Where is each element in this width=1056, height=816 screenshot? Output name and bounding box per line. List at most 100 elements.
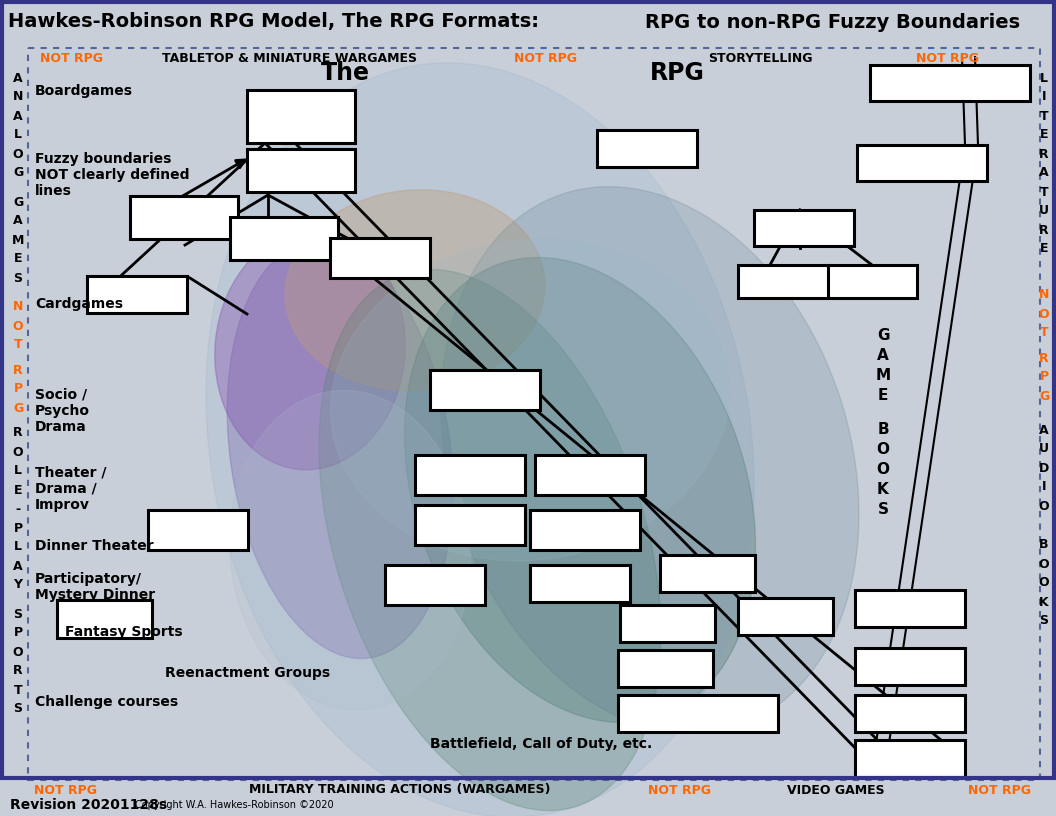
Text: Cardgames: Cardgames <box>35 297 122 311</box>
Text: O: O <box>13 645 23 659</box>
Bar <box>430 370 540 410</box>
Text: A: A <box>13 215 23 228</box>
Text: S: S <box>14 607 22 620</box>
Text: VIDEO GAMES: VIDEO GAMES <box>787 783 885 796</box>
Text: Fantasy Sports: Fantasy Sports <box>65 625 183 639</box>
Text: N: N <box>13 300 23 313</box>
Text: A: A <box>13 560 23 573</box>
Text: Improv: Improv <box>35 498 90 512</box>
Bar <box>855 648 965 685</box>
Text: E: E <box>878 388 888 402</box>
Text: B: B <box>878 423 889 437</box>
Text: Fuzzy boundaries: Fuzzy boundaries <box>35 152 171 166</box>
Text: D: D <box>1039 462 1049 474</box>
Text: T: T <box>1040 326 1049 339</box>
Bar <box>855 590 965 627</box>
Text: A: A <box>13 109 23 122</box>
Ellipse shape <box>319 269 661 810</box>
Text: T: T <box>14 684 22 697</box>
Text: MILITARY TRAINING ACTIONS (WARGAMES): MILITARY TRAINING ACTIONS (WARGAMES) <box>249 783 551 796</box>
Text: O: O <box>13 320 23 332</box>
Text: S: S <box>14 703 22 716</box>
Text: Challenge courses: Challenge courses <box>35 695 178 709</box>
Text: Battlefield, Call of Duty, etc.: Battlefield, Call of Duty, etc. <box>430 737 653 751</box>
Text: Mystery Dinner: Mystery Dinner <box>35 588 155 602</box>
Text: E: E <box>1040 128 1049 141</box>
Text: K: K <box>878 482 889 498</box>
Bar <box>247 90 355 143</box>
Ellipse shape <box>206 63 754 816</box>
Text: lines: lines <box>35 184 72 198</box>
Text: TABLETOP & MINIATURE WARGAMES: TABLETOP & MINIATURE WARGAMES <box>163 52 417 65</box>
Ellipse shape <box>227 242 453 659</box>
Text: N: N <box>1039 289 1050 301</box>
Text: O: O <box>1039 499 1050 512</box>
Text: Y: Y <box>14 579 22 592</box>
Text: RPG to non-RPG Fuzzy Boundaries: RPG to non-RPG Fuzzy Boundaries <box>645 12 1020 32</box>
Text: R: R <box>1039 224 1049 237</box>
Text: E: E <box>14 252 22 265</box>
Bar <box>29 48 1040 780</box>
Text: M: M <box>875 367 890 383</box>
Text: E: E <box>1040 242 1049 255</box>
Text: O: O <box>13 148 23 161</box>
Text: S: S <box>14 272 22 285</box>
Bar <box>618 650 713 687</box>
Text: Theater /: Theater / <box>35 466 107 480</box>
Text: U: U <box>1039 205 1049 218</box>
Bar <box>738 598 833 635</box>
Text: T: T <box>1040 109 1049 122</box>
Bar <box>87 276 187 313</box>
Bar <box>855 740 965 777</box>
Bar <box>597 130 697 167</box>
Text: A: A <box>13 72 23 85</box>
Bar <box>530 510 640 550</box>
Text: Boardgames: Boardgames <box>35 84 133 98</box>
Text: G: G <box>13 401 23 415</box>
Text: R: R <box>13 363 23 376</box>
Ellipse shape <box>285 190 545 390</box>
Text: STORYTELLING: STORYTELLING <box>708 52 812 65</box>
Text: U: U <box>1039 442 1049 455</box>
Text: NOT RPG: NOT RPG <box>513 52 577 65</box>
Text: RPG: RPG <box>650 61 704 85</box>
Text: The: The <box>321 61 370 85</box>
Text: Hawkes-Robinson RPG Model, The RPG Formats:: Hawkes-Robinson RPG Model, The RPG Forma… <box>8 12 539 32</box>
Bar <box>870 65 1030 101</box>
Bar <box>827 265 917 298</box>
Ellipse shape <box>229 390 470 710</box>
Text: K: K <box>1039 596 1049 609</box>
Text: G: G <box>1039 389 1049 402</box>
Text: Revision 20201128s: Revision 20201128s <box>10 798 167 812</box>
Bar <box>738 265 828 298</box>
Text: S: S <box>878 503 888 517</box>
Text: I: I <box>1042 91 1046 104</box>
Text: NOT RPG: NOT RPG <box>648 783 712 796</box>
Bar <box>535 455 645 495</box>
Text: Drama /: Drama / <box>35 482 97 496</box>
Text: M: M <box>12 233 24 246</box>
Bar <box>415 505 525 545</box>
Bar <box>754 210 854 246</box>
Text: L: L <box>14 540 22 553</box>
Bar <box>620 605 715 642</box>
Ellipse shape <box>404 258 755 722</box>
Bar <box>855 695 965 732</box>
Text: O: O <box>876 442 889 458</box>
Bar <box>385 565 485 605</box>
Text: P: P <box>14 383 22 396</box>
Text: NOT RPG: NOT RPG <box>968 783 1032 796</box>
Text: O: O <box>1039 576 1050 589</box>
Text: R: R <box>1039 148 1049 161</box>
Text: O: O <box>13 446 23 459</box>
Text: L: L <box>14 464 22 477</box>
Text: A: A <box>878 348 889 362</box>
Bar <box>857 145 987 181</box>
Text: A: A <box>1039 424 1049 437</box>
Text: NOT RPG: NOT RPG <box>34 783 96 796</box>
Text: -: - <box>16 503 20 516</box>
Bar <box>57 600 152 638</box>
Text: Drama: Drama <box>35 420 87 434</box>
Text: Socio /: Socio / <box>35 388 88 402</box>
Text: Reenactment Groups: Reenactment Groups <box>165 666 331 680</box>
